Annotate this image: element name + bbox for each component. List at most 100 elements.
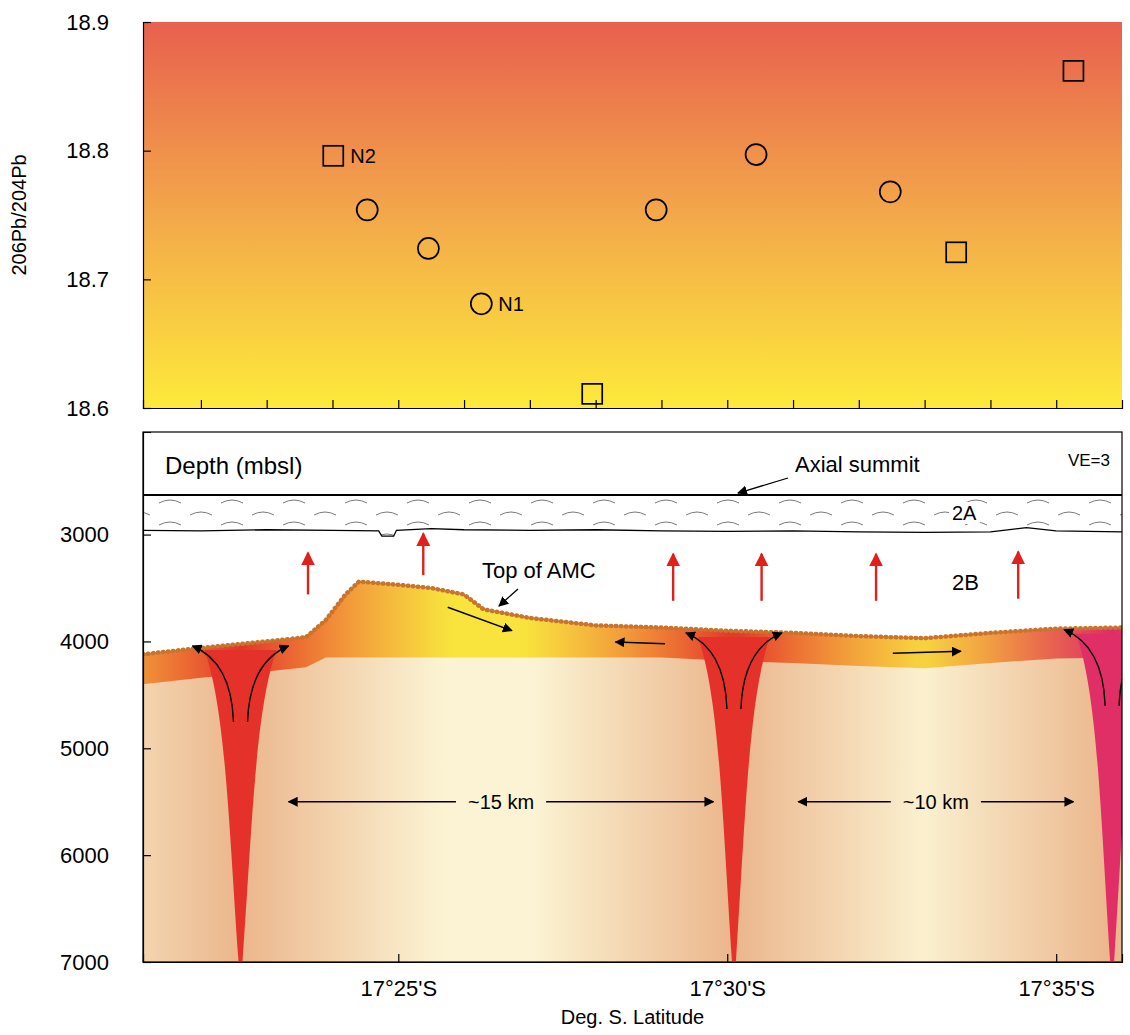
- tick: 17°25'S: [360, 954, 437, 1001]
- annotation: VE=3: [1068, 451, 1110, 470]
- square-marker: [323, 146, 343, 166]
- tick-label: 4000: [60, 629, 109, 654]
- tick-mark: [143, 534, 151, 535]
- annotation-text: 2A: [952, 502, 977, 524]
- tick: [793, 400, 794, 408]
- circle-marker: [646, 199, 667, 220]
- axis-line: [144, 433, 152, 963]
- melt-conduit: [205, 650, 277, 961]
- tick: 18.9: [66, 10, 151, 35]
- tick: 6000: [60, 843, 151, 868]
- tick: [201, 400, 202, 408]
- upwelling-arrow: [422, 534, 424, 576]
- tick: [990, 400, 991, 408]
- plot-marks: [323, 61, 1083, 404]
- tick: 3000: [60, 522, 151, 547]
- melt-conduit: [698, 637, 770, 961]
- upwelling-arrow: [875, 554, 877, 601]
- tick-mark: [925, 400, 926, 408]
- span-arrow: [981, 801, 1073, 802]
- tick-mark: [596, 400, 597, 408]
- tick-mark: [1056, 400, 1057, 408]
- annotation-text: VE=3: [1068, 451, 1110, 470]
- tick: [661, 400, 662, 408]
- upwelling-arrow: [307, 553, 309, 595]
- span-arrow: [798, 801, 890, 802]
- tick: 17°35'S: [1018, 954, 1095, 1001]
- square-marker: [946, 242, 966, 262]
- tick-mark: [1056, 954, 1057, 962]
- tick: 18.8: [66, 138, 151, 163]
- annotation-text: 2B: [952, 570, 979, 595]
- tick: [1056, 400, 1057, 408]
- square-marker: [582, 384, 602, 404]
- annotation-text: Top of AMC: [482, 558, 596, 583]
- axis: 3000 4000 5000 6000 7000: [60, 433, 151, 975]
- tick-mark: [332, 400, 333, 408]
- y-axis-title: 206Pb/204Pb: [8, 154, 30, 275]
- tick-mark: [398, 954, 399, 962]
- melt-conduit: [1076, 634, 1122, 961]
- tick: 7000: [60, 950, 151, 975]
- span-arrow: [289, 801, 456, 802]
- tick-label: 18.9: [66, 10, 109, 35]
- tick-mark: [990, 400, 991, 408]
- tick-mark: [143, 279, 151, 280]
- tick-mark: [201, 400, 202, 408]
- axis: 18.6 18.7 18.8 18.9: [66, 10, 151, 421]
- tick: 5000: [60, 736, 151, 761]
- tick-mark: [793, 400, 794, 408]
- tick: [727, 400, 728, 408]
- x-axis-title: Deg. S. Latitude: [561, 1006, 704, 1028]
- axis-line: [144, 400, 1123, 409]
- tick: [596, 400, 597, 408]
- tick-mark: [661, 400, 662, 408]
- tick-label: 18.6: [66, 396, 109, 421]
- tick-mark: [727, 954, 728, 962]
- spans: ~15 km~10 km: [289, 791, 1074, 813]
- plot-background: [143, 22, 1122, 408]
- annotation-arrow: [499, 589, 518, 606]
- span-arrow: [546, 801, 713, 802]
- tick: [398, 400, 399, 408]
- tick-label: 18.8: [66, 138, 109, 163]
- tick: [530, 400, 531, 408]
- tick-mark: [143, 22, 151, 23]
- tick: 18.6: [66, 396, 151, 421]
- tick-label: 17°25'S: [360, 976, 437, 1001]
- tick-label: 7000: [60, 950, 109, 975]
- tick-mark: [398, 400, 399, 408]
- profile-line: [143, 494, 1122, 496]
- annotation: Top of AMC: [482, 558, 596, 606]
- flow-arrow: [616, 642, 665, 644]
- tick-mark: [143, 855, 151, 856]
- tick-mark: [143, 748, 151, 749]
- point-label: N2: [350, 145, 376, 167]
- tick-mark: [143, 641, 151, 642]
- y-axis-title: Depth (mbsl): [165, 452, 302, 479]
- layer-2a: [143, 495, 1122, 536]
- flow-arrow: [248, 646, 289, 722]
- circle-marker: [471, 293, 492, 314]
- tick-mark: [464, 400, 465, 408]
- flow-arrow: [193, 646, 234, 722]
- annotations: Axial summitVE=32A2BTop of AMC: [482, 451, 1110, 606]
- annotation: 2B: [952, 570, 979, 595]
- axis-line: [144, 954, 1123, 963]
- melt-lens: [143, 582, 1122, 685]
- tick: 18.7: [66, 267, 151, 292]
- tick-mark: [727, 400, 728, 408]
- tick: 4000: [60, 629, 151, 654]
- circle-marker: [357, 199, 378, 220]
- tick-mark: [267, 400, 268, 408]
- flow-arrow: [741, 633, 782, 709]
- annotation: 2A: [949, 502, 980, 524]
- axis: 17°25'S17°30'S17°35'S: [144, 954, 1123, 1001]
- flow-arrow: [448, 607, 512, 630]
- upwelling-arrow: [672, 554, 674, 601]
- lower-crust: [143, 582, 1122, 962]
- tick-label: 18.7: [66, 267, 109, 292]
- axis-line: [144, 23, 152, 409]
- span-label: ~10 km: [903, 791, 969, 813]
- plot-frame: [143, 432, 1122, 962]
